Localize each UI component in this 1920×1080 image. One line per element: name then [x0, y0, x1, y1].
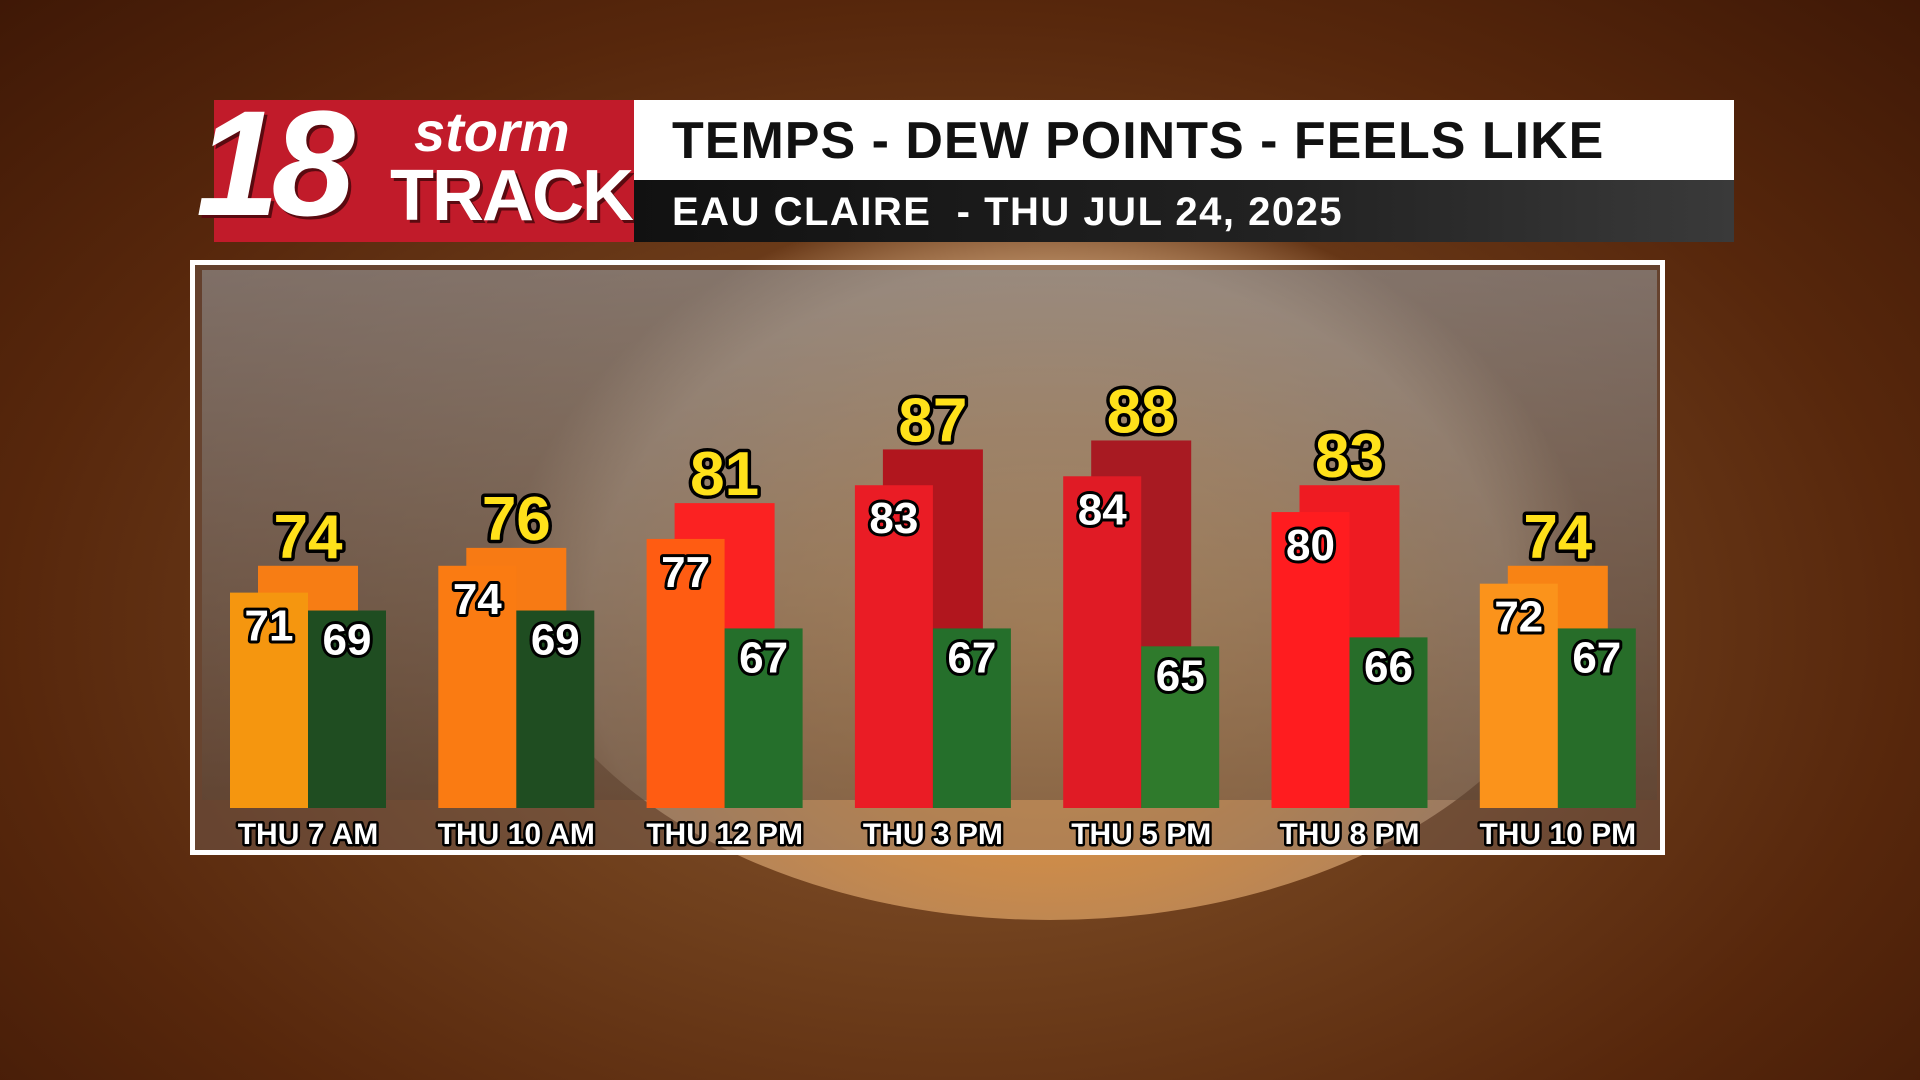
feels-like-label: 74 [274, 503, 343, 572]
title-bar: TEMPS - DEW POINTS - FEELS LIKE [634, 100, 1734, 180]
temperature-bar [1063, 476, 1142, 808]
category-label: THU 10 PM [1479, 818, 1636, 851]
dew-point-label: 66 [1364, 642, 1413, 691]
logo-number: 18 [196, 79, 355, 247]
temperature-label: 74 [453, 575, 502, 624]
temperature-label: 71 [245, 602, 294, 651]
temperature-bar [230, 592, 308, 808]
category-label: THU 8 PM [1279, 818, 1419, 851]
temperature-bar [646, 538, 725, 808]
temperature-bar [854, 485, 933, 808]
dew-point-bar [724, 628, 803, 808]
feels-like-label: 81 [690, 440, 759, 509]
feels-like-label: 87 [898, 386, 967, 455]
category-label: THU 3 PM [863, 818, 1003, 851]
dew-point-bar [1349, 637, 1428, 808]
dew-point-bar [1141, 646, 1220, 808]
logo-word-storm: storm [414, 100, 570, 163]
feels-like-label: 74 [1523, 503, 1592, 572]
temperature-bar [1479, 583, 1558, 808]
station-logo: 18 storm TRACK [196, 88, 634, 242]
dew-point-bar [1557, 628, 1636, 808]
category-label: THU 7 AM [238, 818, 379, 851]
temperature-bar [1271, 512, 1350, 808]
category-label: THU 5 PM [1071, 818, 1211, 851]
chart-subtitle: EAU CLAIRE - THU JUL 24, 2025 [672, 190, 1344, 234]
logo-word-track: TRACK [390, 156, 634, 236]
category-label: THU 12 PM [646, 818, 803, 851]
dew-point-bar [308, 610, 386, 808]
dew-point-label: 67 [1572, 633, 1621, 682]
subtitle-bar: EAU CLAIRE - THU JUL 24, 2025 [634, 180, 1734, 242]
dew-point-label: 69 [323, 616, 372, 665]
chart-title: TEMPS - DEW POINTS - FEELS LIKE [672, 112, 1605, 170]
feels-like-label: 83 [1315, 422, 1384, 491]
temperature-label: 77 [661, 548, 710, 597]
dew-point-bar [516, 610, 595, 808]
feels-like-label: 76 [482, 485, 551, 554]
temperature-label: 72 [1494, 593, 1543, 642]
temperature-label: 84 [1078, 485, 1127, 534]
temperature-label: 80 [1286, 521, 1335, 570]
dew-point-label: 69 [531, 616, 580, 665]
dew-point-label: 65 [1156, 651, 1205, 700]
temperature-label: 83 [869, 494, 918, 543]
feels-like-label: 88 [1107, 377, 1176, 446]
dew-point-bar [932, 628, 1011, 808]
dew-point-label: 67 [739, 633, 788, 682]
temperature-bar [438, 565, 517, 808]
dew-point-label: 67 [947, 633, 996, 682]
category-label: THU 10 AM [438, 818, 595, 851]
